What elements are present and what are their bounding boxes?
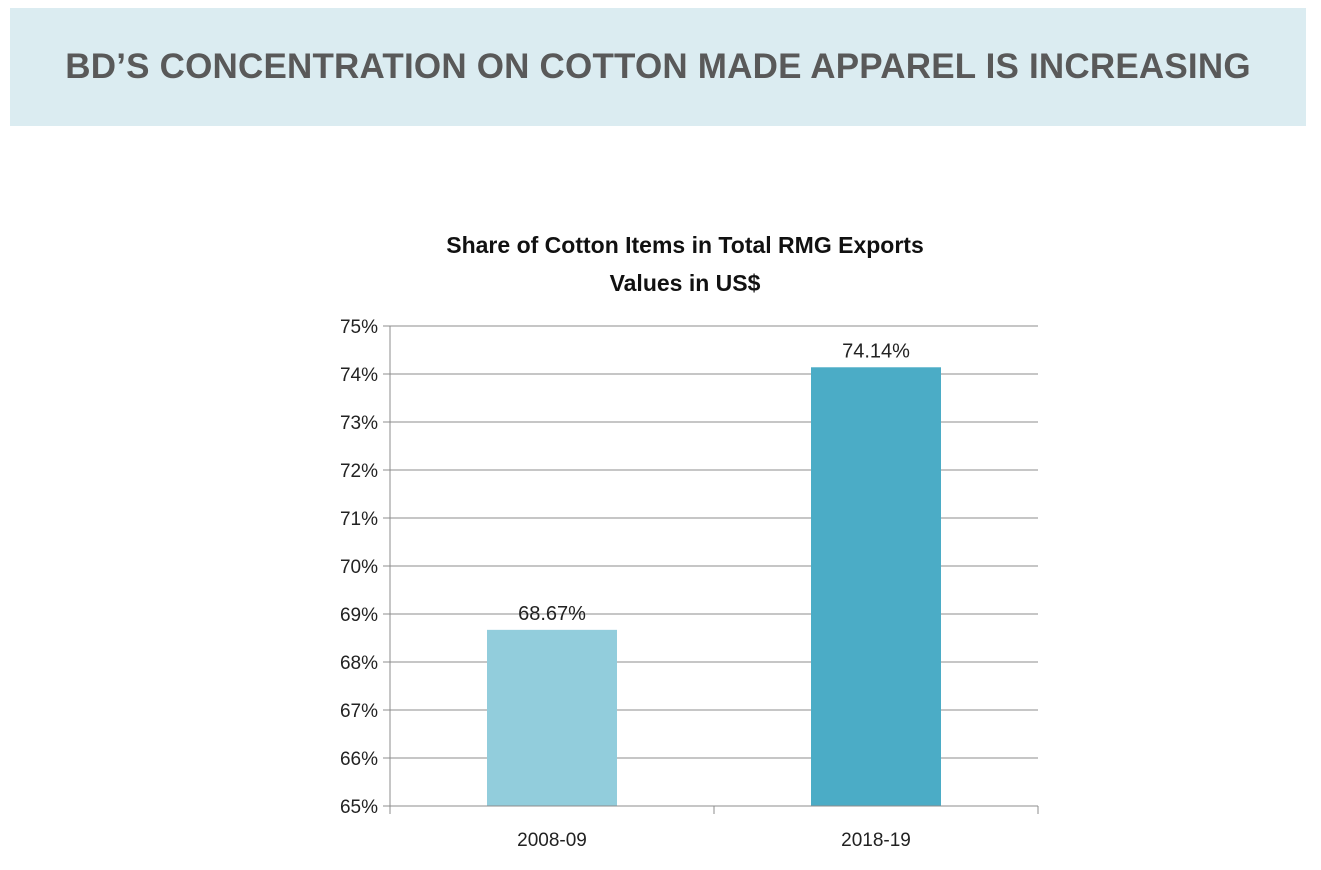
y-tick-label: 70%	[340, 557, 378, 578]
bar-2018-19	[811, 367, 941, 806]
y-tick-label: 71%	[340, 509, 378, 530]
bars	[487, 367, 941, 806]
y-tick-label: 75%	[340, 317, 378, 338]
axes	[383, 325, 1039, 814]
data-label: 68.67%	[518, 603, 586, 625]
chart-title-line-1: Share of Cotton Items in Total RMG Expor…	[446, 232, 924, 258]
y-tick-label: 72%	[340, 461, 378, 482]
y-tick-label: 66%	[340, 749, 378, 770]
y-tick-label: 74%	[340, 365, 378, 386]
bar-2008-09	[487, 629, 617, 806]
labels: 65% 66% 67% 68% 69% 70% 71% 72% 73% 74% 75% 68.67% 2…	[340, 317, 911, 851]
y-tick-label: 68%	[340, 653, 378, 674]
chart-title-line-2: Values in US$	[610, 270, 761, 296]
y-tick-label: 67%	[340, 701, 378, 722]
data-label: 74.14%	[842, 340, 910, 362]
x-category-label: 2018-19	[841, 830, 911, 851]
y-tick-label: 65%	[340, 797, 378, 818]
y-tick-label: 73%	[340, 413, 378, 434]
y-tick-label: 69%	[340, 605, 378, 626]
x-category-label: 2008-09	[517, 830, 587, 851]
page-title: BD’S CONCENTRATION ON COTTON MADE APPARE…	[65, 47, 1251, 86]
header-banner: BD’S CONCENTRATION ON COTTON MADE APPARE…	[10, 8, 1306, 126]
